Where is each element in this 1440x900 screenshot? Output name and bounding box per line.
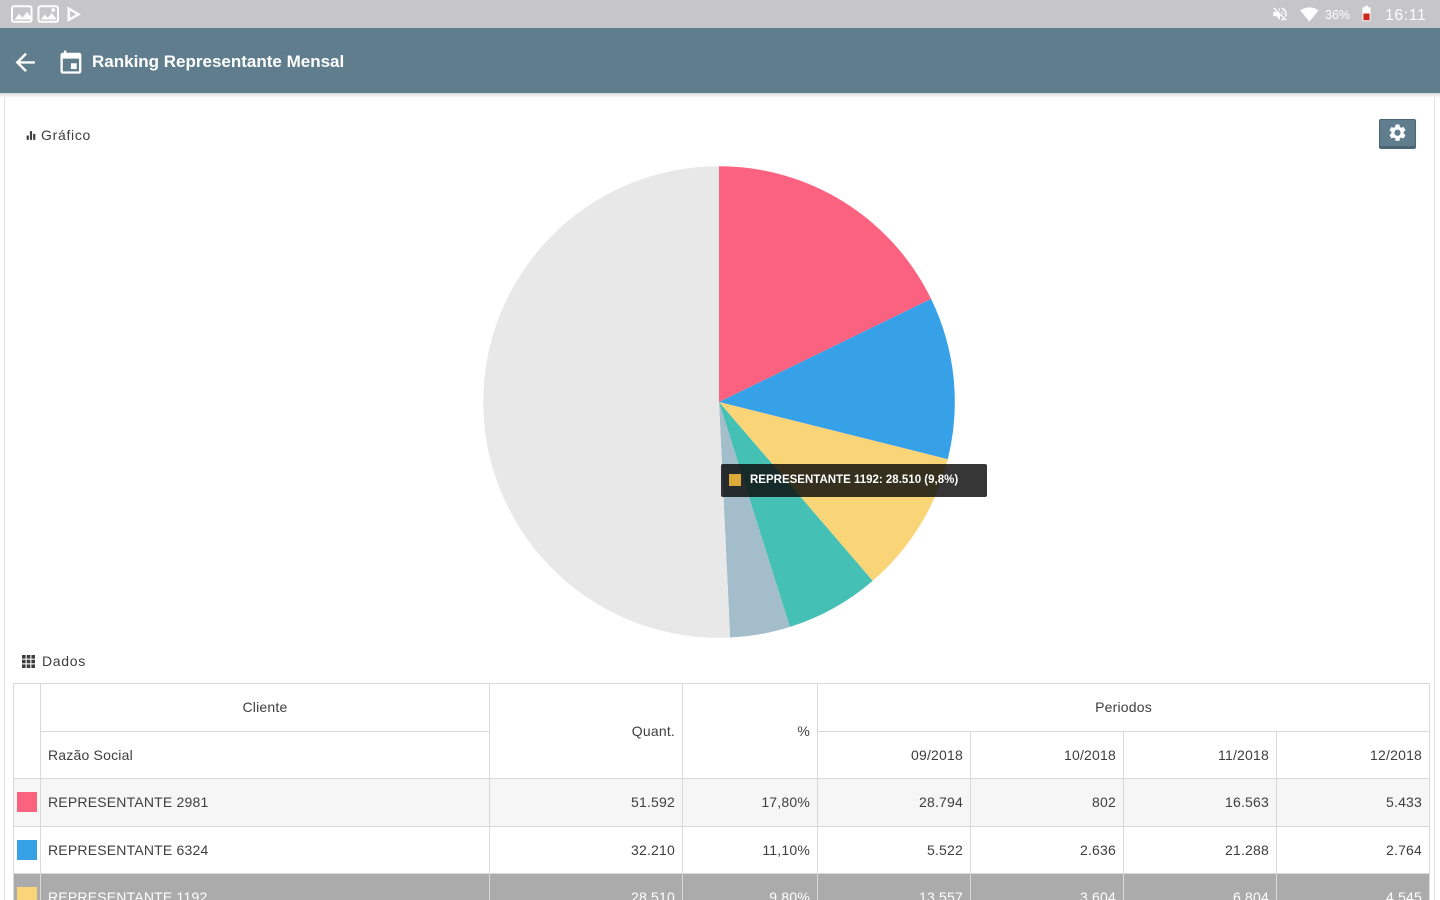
svg-text:36%: 36% xyxy=(1325,8,1350,22)
svg-text:16:11: 16:11 xyxy=(1385,7,1426,24)
